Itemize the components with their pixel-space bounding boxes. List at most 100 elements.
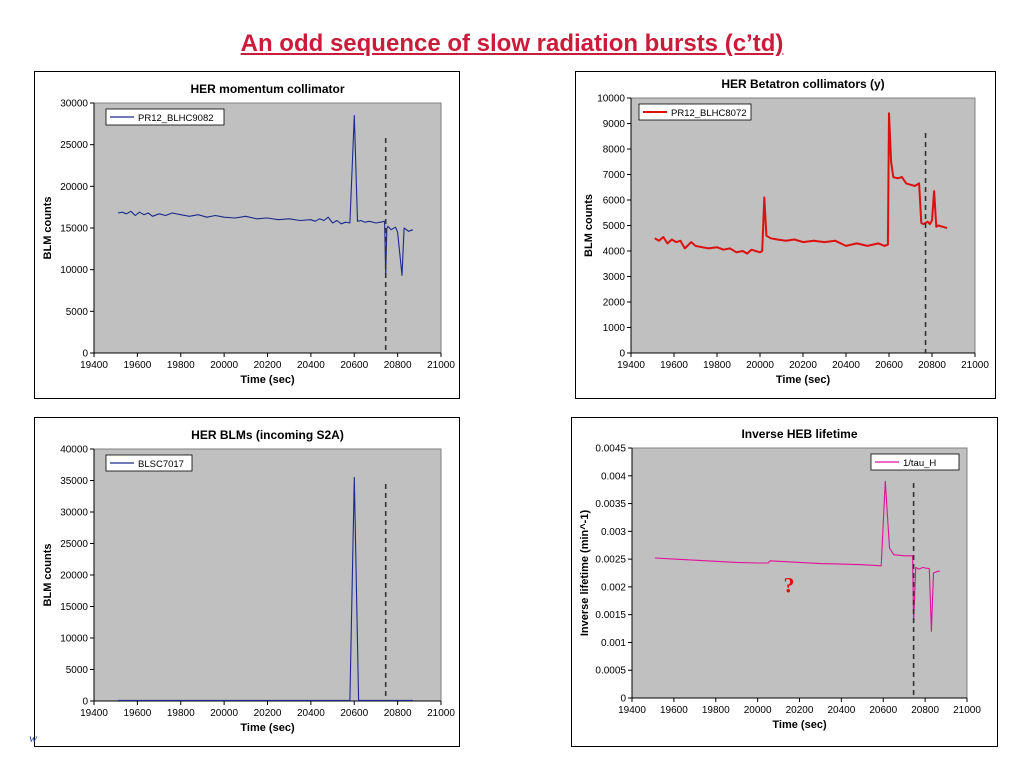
x-tick-label: 20000 — [744, 705, 772, 716]
y-tick-label: 10000 — [60, 634, 88, 645]
chart-title: HER Betatron collimators (y) — [721, 77, 884, 91]
legend-box — [105, 108, 225, 126]
y-tick-label: 20000 — [60, 571, 88, 582]
x-tick-label: 19600 — [660, 705, 688, 716]
x-tick-label: 20200 — [254, 708, 282, 719]
x-tick-label: 20200 — [789, 360, 817, 371]
y-tick-label: 40000 — [60, 445, 88, 456]
chart-panel-inverse-lifetime: Inverse HEB lifetime 0 0.0005 0.001 0.0015 0.… — [571, 417, 998, 747]
chart-panel-incoming-s2a: HER BLMs (incoming S2A) 0 5000 10000 15000 20… — [34, 417, 460, 747]
legend-label: PR12_BLHC9082 — [138, 113, 214, 124]
y-tick-label: 0.002 — [601, 582, 626, 593]
y-tick-label: 0 — [619, 349, 625, 360]
y-tick-label: 25000 — [60, 140, 88, 151]
y-tick-label: 20000 — [60, 182, 88, 193]
y-tick-label: 0.003 — [601, 527, 626, 538]
y-axis-label: Inverse lifetime (min^-1) — [579, 510, 591, 637]
chart-title: Inverse HEB lifetime — [741, 427, 857, 441]
x-tick-label: 21000 — [953, 705, 981, 716]
series-line — [654, 480, 940, 632]
legend-box — [105, 454, 193, 472]
x-axis-label: Time (sec) — [240, 722, 295, 734]
series-line — [654, 112, 948, 255]
slide-title: An odd sequence of slow radiation bursts… — [240, 30, 784, 57]
chart-title: HER BLMs (incoming S2A) — [191, 428, 344, 442]
x-tick-label: 20000 — [746, 360, 774, 371]
y-tick-label: 30000 — [60, 508, 88, 519]
x-tick-label: 20400 — [297, 708, 325, 719]
y-tick-label: 2000 — [603, 298, 626, 309]
plot-area — [93, 102, 442, 354]
x-tick-label: 19400 — [80, 360, 108, 371]
y-tick-label: 7000 — [603, 170, 626, 181]
y-tick-label: 6000 — [603, 196, 626, 207]
x-tick-label: 20000 — [210, 708, 238, 719]
y-tick-label: 0 — [82, 349, 88, 360]
chart-annotation: ? — [784, 572, 795, 597]
x-tick-label: 19600 — [123, 708, 151, 719]
legend-label: BLSC7017 — [138, 459, 184, 470]
series-line — [117, 476, 413, 701]
x-tick-label: 20000 — [210, 360, 238, 371]
y-tick-label: 4000 — [603, 247, 626, 258]
x-tick-label: 20600 — [340, 708, 368, 719]
x-tick-label: 20800 — [911, 705, 939, 716]
legend-box — [638, 103, 752, 121]
y-tick-label: 0.0025 — [595, 555, 626, 566]
footer-mark: w — [29, 731, 38, 745]
y-tick-label: 35000 — [60, 476, 88, 487]
x-tick-label: 21000 — [427, 708, 455, 719]
y-tick-label: 0.0035 — [595, 499, 626, 510]
x-tick-label: 19800 — [703, 360, 731, 371]
plot-area — [631, 447, 968, 699]
x-tick-label: 19600 — [123, 360, 151, 371]
y-tick-label: 0.0015 — [595, 610, 626, 621]
y-tick-label: 3000 — [603, 272, 626, 283]
x-tick-label: 20400 — [297, 360, 325, 371]
x-tick-label: 20200 — [786, 705, 814, 716]
y-tick-label: 15000 — [60, 224, 88, 235]
y-tick-label: 5000 — [66, 665, 89, 676]
legend-box — [870, 453, 960, 471]
x-tick-label: 21000 — [427, 360, 455, 371]
x-tick-label: 20200 — [254, 360, 282, 371]
y-tick-label: 0.004 — [601, 471, 626, 482]
x-tick-label: 19400 — [618, 705, 646, 716]
y-tick-label: 25000 — [60, 539, 88, 550]
plot-area — [93, 448, 442, 702]
chart-panel-momentum-collimator: HER momentum collimator 0 5000 10000 15000 20… — [34, 71, 460, 399]
y-tick-label: 30000 — [60, 99, 88, 110]
x-axis-label: Time (sec) — [240, 374, 295, 386]
y-tick-label: 10000 — [597, 94, 625, 105]
y-tick-label: 10000 — [60, 265, 88, 276]
x-tick-label: 20400 — [832, 360, 860, 371]
x-tick-label: 20800 — [384, 360, 412, 371]
x-tick-label: 21000 — [961, 360, 989, 371]
y-axis-label: BLM counts — [583, 194, 595, 257]
x-tick-label: 20600 — [875, 360, 903, 371]
x-tick-label: 20600 — [340, 360, 368, 371]
y-tick-label: 5000 — [66, 307, 89, 318]
chart-svg: HER Betatron collimators (y) 0 1000 2000 300… — [583, 77, 989, 386]
legend-label: 1/tau_H — [903, 458, 936, 469]
x-tick-label: 20800 — [384, 708, 412, 719]
legend-label: PR12_BLHC8072 — [671, 108, 747, 119]
plot-area — [630, 97, 976, 354]
x-axis-label: Time (sec) — [772, 719, 827, 731]
x-tick-label: 20800 — [918, 360, 946, 371]
x-tick-label: 19800 — [167, 708, 195, 719]
chart-panel-betatron-collimators: HER Betatron collimators (y) 0 1000 2000 300… — [575, 71, 996, 399]
y-axis-label: BLM counts — [42, 544, 54, 607]
y-tick-label: 0 — [620, 694, 626, 705]
x-tick-label: 19600 — [660, 360, 688, 371]
x-tick-label: 19800 — [702, 705, 730, 716]
y-tick-label: 0.0045 — [595, 444, 626, 455]
x-tick-label: 19400 — [80, 708, 108, 719]
y-tick-label: 15000 — [60, 602, 88, 613]
x-axis-label: Time (sec) — [776, 374, 831, 386]
y-tick-label: 9000 — [603, 119, 626, 130]
x-tick-label: 20600 — [869, 705, 897, 716]
x-tick-label: 19400 — [617, 360, 645, 371]
chart-title: HER momentum collimator — [190, 82, 344, 96]
y-tick-label: 5000 — [603, 221, 626, 232]
